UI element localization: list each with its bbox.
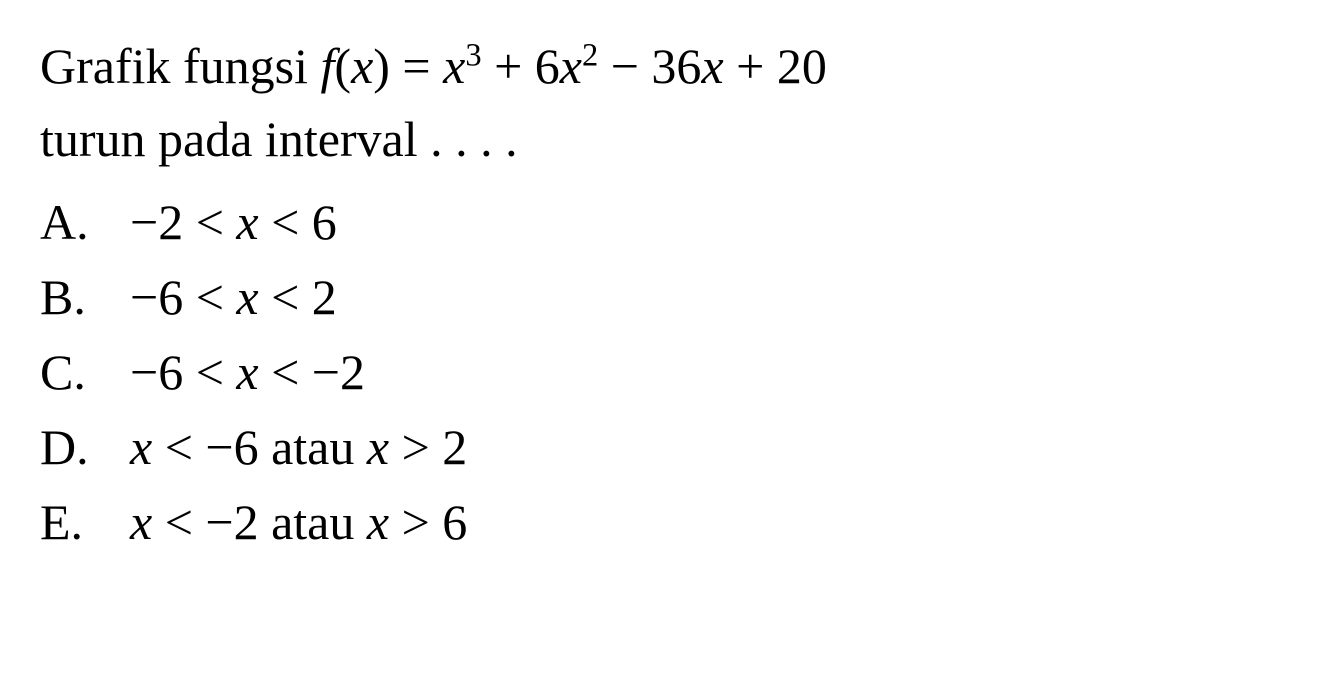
option-c-label: C.: [40, 335, 130, 410]
opt-a-p1: −2 <: [130, 194, 236, 250]
opt-c-var: x: [236, 344, 258, 400]
option-d: D. x < −6 atau x > 2: [40, 410, 1299, 485]
func-close: ) =: [373, 38, 443, 94]
term1-var: x: [443, 38, 465, 94]
option-b-label: B.: [40, 260, 130, 335]
term2-after: − 36: [598, 38, 701, 94]
opt-b-p1: −6 <: [130, 269, 236, 325]
option-b-text: −6 < x < 2: [130, 260, 337, 335]
func-var: x: [351, 38, 373, 94]
term2-var: x: [560, 38, 582, 94]
option-d-text: x < −6 atau x > 2: [130, 410, 467, 485]
option-a-text: −2 < x < 6: [130, 185, 337, 260]
question-line2: turun pada interval . . . .: [40, 111, 518, 167]
term1-after: + 6: [482, 38, 560, 94]
opt-d-p1: < −6 atau: [152, 419, 367, 475]
func-open: (: [334, 38, 351, 94]
opt-a-p2: < 6: [259, 194, 337, 250]
opt-d-var2: x: [367, 419, 389, 475]
option-b: B. −6 < x < 2: [40, 260, 1299, 335]
func-name: f: [321, 38, 335, 94]
option-e-label: E.: [40, 485, 130, 560]
opt-c-p2: < −2: [259, 344, 365, 400]
option-d-label: D.: [40, 410, 130, 485]
options-list: A. −2 < x < 6 B. −6 < x < 2 C. −6 < x < …: [40, 185, 1299, 560]
option-c: C. −6 < x < −2: [40, 335, 1299, 410]
option-a: A. −2 < x < 6: [40, 185, 1299, 260]
opt-d-p2: > 2: [389, 419, 467, 475]
option-a-label: A.: [40, 185, 130, 260]
opt-c-p1: −6 <: [130, 344, 236, 400]
term1-exp: 3: [465, 37, 481, 73]
opt-d-var1: x: [130, 419, 152, 475]
opt-e-p2: > 6: [389, 494, 467, 550]
option-e: E. x < −2 atau x > 6: [40, 485, 1299, 560]
option-e-text: x < −2 atau x > 6: [130, 485, 467, 560]
question-stem: Grafik fungsi f(x) = x3 + 6x2 − 36x + 20…: [40, 30, 1299, 175]
opt-b-var: x: [236, 269, 258, 325]
question-prefix: Grafik fungsi: [40, 38, 321, 94]
opt-a-var: x: [236, 194, 258, 250]
opt-e-var2: x: [367, 494, 389, 550]
term2-exp: 2: [582, 37, 598, 73]
opt-e-p1: < −2 atau: [152, 494, 367, 550]
term3-after: + 20: [724, 38, 827, 94]
opt-b-p2: < 2: [259, 269, 337, 325]
term3-var: x: [701, 38, 723, 94]
option-c-text: −6 < x < −2: [130, 335, 365, 410]
opt-e-var1: x: [130, 494, 152, 550]
